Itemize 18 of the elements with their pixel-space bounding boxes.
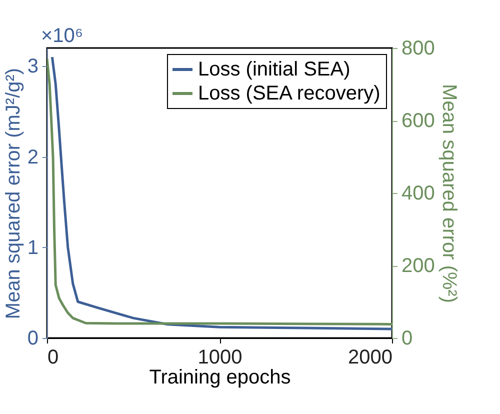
- legend-label: Loss (SEA recovery): [198, 82, 380, 104]
- legend-label: Loss (initial SEA): [198, 58, 350, 80]
- y-tick-label: 3: [27, 56, 38, 78]
- x-axis-title: Training epochs: [149, 366, 291, 388]
- x-tick-label: 2000: [348, 346, 392, 368]
- y-tick-label: 0: [27, 328, 38, 350]
- y2-tick-label: 600: [402, 110, 435, 132]
- y2-tick-label: 400: [402, 182, 435, 204]
- y-tick-label: 1: [27, 236, 38, 259]
- y2-tick-label: 0: [402, 328, 413, 350]
- x-tick-label: 1000: [198, 346, 242, 368]
- y2-axis-title: Mean squared error (%²): [438, 84, 460, 303]
- y-tick-label: 2: [27, 146, 38, 168]
- y2-tick-label: 800: [402, 38, 435, 60]
- x-tick-label: 0: [48, 346, 59, 368]
- y2-tick-label: 200: [402, 255, 435, 277]
- text: ×10⁶: [41, 25, 84, 47]
- y-axis-title: Mean squared error (mJ²/g²): [2, 68, 24, 320]
